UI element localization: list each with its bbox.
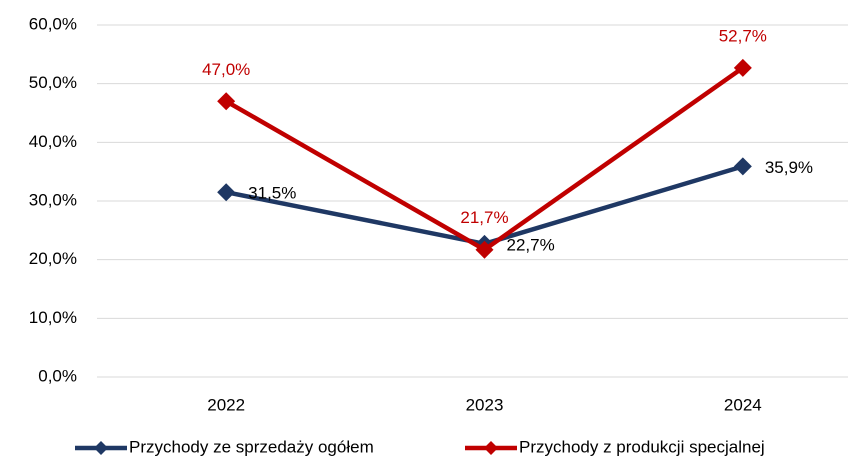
legend-marker	[94, 441, 108, 455]
point-marker	[733, 157, 752, 176]
y-tick-label: 20,0%	[29, 249, 77, 268]
data-label: 52,7%	[719, 26, 767, 45]
data-label: 47,0%	[202, 60, 250, 79]
legend-marker	[484, 441, 498, 455]
y-tick-label: 30,0%	[29, 190, 77, 209]
point-marker	[217, 183, 236, 202]
y-tick-label: 50,0%	[29, 73, 77, 92]
data-label: 31,5%	[248, 184, 296, 203]
x-tick-label: 2024	[724, 395, 762, 414]
x-tick-label: 2022	[207, 395, 245, 414]
y-tick-label: 40,0%	[29, 132, 77, 151]
point-marker	[733, 58, 752, 77]
point-marker	[475, 240, 494, 259]
y-tick-label: 10,0%	[29, 308, 77, 327]
series-line	[225, 164, 744, 247]
y-tick-label: 0,0%	[38, 366, 77, 385]
legend-label: Przychody ze sprzedaży ogółem	[129, 437, 374, 456]
data-label: 35,9%	[765, 158, 813, 177]
data-label: 22,7%	[507, 235, 555, 254]
legend-label: Przychody z produkcji specjalnej	[519, 437, 765, 456]
point-marker	[217, 92, 236, 111]
data-label: 21,7%	[460, 208, 508, 227]
x-tick-label: 2023	[466, 395, 504, 414]
y-tick-label: 60,0%	[29, 14, 77, 33]
